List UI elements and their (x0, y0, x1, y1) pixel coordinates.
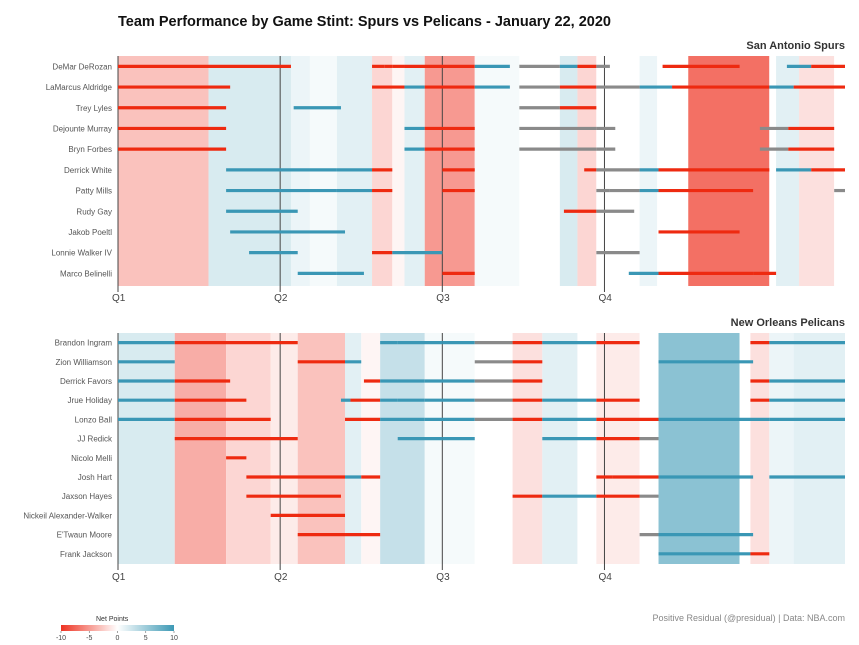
stint-band (404, 56, 425, 286)
player-label: Dejounte Murray (53, 124, 112, 133)
stint-band (793, 333, 845, 564)
stint-band (519, 56, 560, 286)
stint-band (542, 333, 578, 564)
stint-band (118, 56, 209, 286)
legend-tick-label: 5 (144, 635, 148, 642)
stint-band (512, 333, 543, 564)
player-label: Rudy Gay (76, 207, 112, 216)
legend-colorbar (61, 625, 174, 631)
player-label: Lonzo Ball (75, 415, 113, 424)
stint-band (474, 333, 513, 564)
quarter-label: Q4 (598, 293, 612, 304)
stint-background (118, 333, 845, 564)
player-label: Jaxson Hayes (62, 492, 112, 501)
panel-pelicans: New Orleans Pelicans Q1 Q2 Q3 Q4 Brandon Ingr… (23, 317, 845, 583)
stint-band (380, 333, 425, 564)
player-label: Josh Hart (78, 473, 113, 482)
player-label: LaMarcus Aldridge (46, 83, 113, 92)
player-label: Frank Jackson (60, 550, 112, 559)
player-label: E'Twaun Moore (57, 531, 113, 540)
player-label: Bryn Forbes (68, 145, 112, 154)
player-label: Trey Lyles (76, 104, 112, 113)
quarter-label: Q4 (598, 572, 612, 583)
stint-band (750, 333, 770, 564)
legend-tick-label: 10 (170, 635, 178, 642)
player-label: Marco Belinelli (60, 269, 112, 278)
stint-band (474, 56, 520, 286)
panel-spurs: San Antonio Spurs Q1 Q2 Q3 Q4 DeMar DeRozan La… (46, 40, 845, 304)
stint-band (174, 333, 227, 564)
stint-band (424, 333, 475, 564)
legend-tick-label: 0 (116, 635, 120, 642)
legend: Net Points -10 -5 0 5 10 (56, 616, 178, 642)
stint-band (639, 333, 659, 564)
stint-band (559, 56, 578, 286)
stint-band (297, 333, 346, 564)
stint-band (392, 56, 405, 286)
stint-band (118, 333, 175, 564)
player-label: Jrue Holiday (68, 396, 112, 405)
player-label: JJ Redick (77, 435, 113, 444)
player-label: Zion Williamson (56, 358, 112, 367)
stint-band (769, 333, 794, 564)
quarter-label: Q1 (112, 572, 126, 583)
player-label: Brandon Ingram (55, 339, 113, 348)
panels: San Antonio Spurs Q1 Q2 Q3 Q4 DeMar DeRozan La… (23, 40, 845, 583)
player-label: Nickeil Alexander-Walker (23, 511, 112, 520)
stint-band (769, 56, 777, 286)
player-label: DeMar DeRozan (52, 62, 112, 71)
stint-band (577, 333, 597, 564)
quarter-label: Q3 (436, 572, 450, 583)
chart-title: Team Performance by Game Stint: Spurs vs… (118, 14, 611, 30)
stint-band (270, 333, 298, 564)
stint-band (345, 333, 362, 564)
stint-band (739, 333, 751, 564)
team-header: New Orleans Pelicans (731, 317, 845, 329)
legend-tick-label: -10 (56, 635, 66, 642)
player-label: Jakob Poeltl (68, 228, 112, 237)
player-label: Derrick Favors (60, 377, 112, 386)
legend-tick-label: -5 (86, 635, 92, 642)
quarter-label: Q1 (112, 293, 126, 304)
stint-band (658, 333, 740, 564)
stint-band (226, 333, 271, 564)
legend-title: Net Points (96, 616, 129, 623)
quarter-label: Q2 (274, 572, 288, 583)
quarter-label: Q3 (436, 293, 450, 304)
quarter-label: Q2 (274, 293, 288, 304)
stint-band (361, 333, 381, 564)
player-label: Lonnie Walker IV (51, 249, 112, 258)
team-header: San Antonio Spurs (746, 40, 845, 52)
player-label: Derrick White (64, 166, 113, 175)
player-label: Patty Mills (76, 187, 112, 196)
stint-band (596, 333, 640, 564)
caption: Positive Residual (@presidual) | Data: N… (652, 613, 845, 623)
player-label: Nicolo Melli (71, 454, 112, 463)
